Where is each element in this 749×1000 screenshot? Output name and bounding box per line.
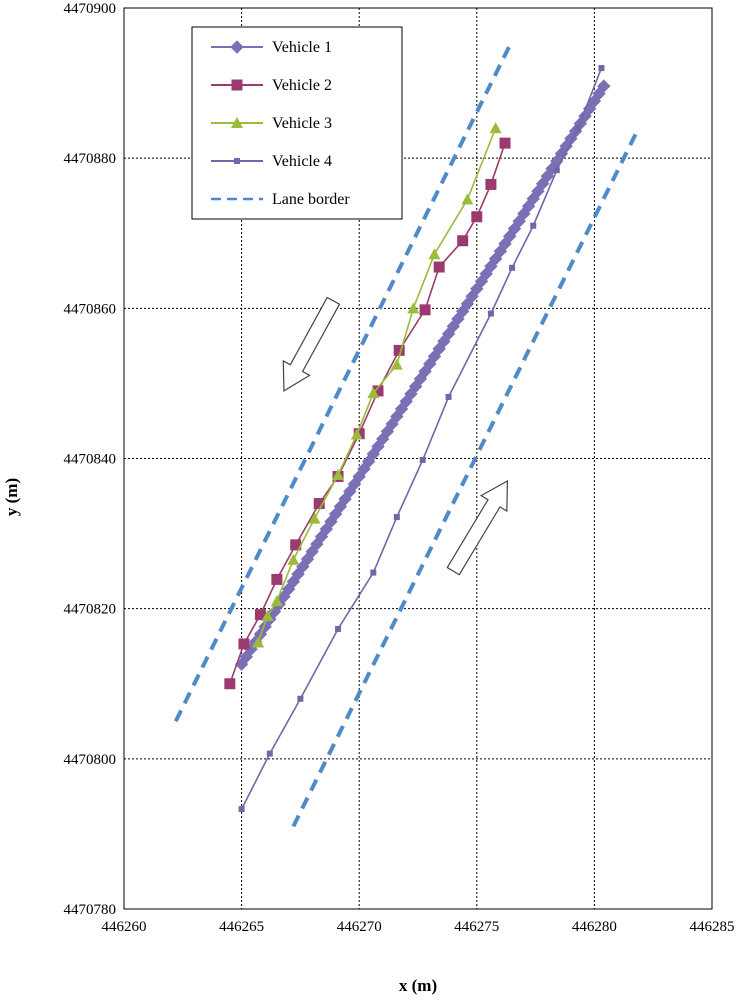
plot-area-frame [123, 7, 713, 910]
x-axis-label: x (m) [399, 976, 437, 995]
vehicle-1-point [597, 79, 611, 93]
vehicle-2-point [290, 539, 302, 551]
vehicle-2-series [224, 137, 511, 690]
vehicle-4-point [297, 695, 304, 702]
vehicle-2-point [499, 137, 511, 149]
vehicle-2-point [372, 385, 384, 397]
y-axis-label: y (m) [2, 478, 21, 516]
vehicle-3-point [367, 387, 380, 399]
vehicle-3-point [489, 122, 502, 134]
x-tick-label: 446280 [572, 919, 617, 935]
y-tick-label: 4470780 [64, 902, 117, 918]
vehicle-3-point [308, 512, 321, 524]
lane-border-line [173, 44, 512, 723]
legend-label: Vehicle 3 [272, 115, 332, 132]
y-tick-label: 4470860 [64, 301, 117, 317]
vehicle-2-point [224, 678, 236, 690]
y-tick-label: 4470840 [64, 452, 117, 468]
vehicle-2-point [254, 609, 266, 621]
vehicle-2-point [313, 498, 325, 510]
vehicle-4-point [419, 457, 426, 464]
vehicle-4-point [487, 310, 494, 317]
vehicle-4-point [530, 222, 537, 229]
y-tick-label: 4470880 [64, 151, 117, 167]
vehicle-2-point [271, 573, 283, 585]
vehicle-series [224, 65, 611, 813]
vehicle-4-point [598, 65, 605, 72]
vehicle-2-point [419, 304, 431, 316]
vehicle-3-point [350, 428, 363, 440]
direction-arrows [282, 296, 508, 576]
vehicle-4-point [574, 125, 581, 132]
vehicle-3-point [252, 636, 265, 648]
legend: Vehicle 1 Vehicle 2 Vehicle 3 Vehicle 4 Lane… [191, 26, 403, 220]
vehicle-3-point [390, 358, 403, 370]
vehicle-3-point [428, 248, 441, 260]
vehicle-4-series [238, 65, 605, 813]
legend-label: Lane border [272, 191, 350, 208]
vehicle-2-point [393, 344, 405, 356]
x-tick-label: 446265 [219, 919, 264, 935]
vehicle-3-point [461, 193, 474, 205]
vehicle-4-line [240, 67, 603, 810]
lane-border-line [291, 131, 639, 828]
vehicle-2-point [485, 178, 497, 190]
vehicle-2-point [433, 261, 445, 273]
vehicle-4-point [393, 514, 400, 521]
direction-arrow [282, 296, 341, 392]
legend-label: Vehicle 4 [272, 153, 332, 170]
vehicle-3-point [270, 595, 283, 607]
vehicle-2-point [457, 235, 469, 247]
y-tick-label: 4470820 [64, 602, 117, 618]
vehicle-4-point [238, 806, 245, 813]
x-tick-label: 446270 [337, 919, 382, 935]
vehicle-4-point [553, 167, 560, 174]
direction-arrow [446, 479, 508, 576]
vehicle-4-point [445, 393, 452, 400]
vehicle-2-point [231, 79, 243, 91]
vehicle-3-point [332, 469, 345, 481]
legend-label: Vehicle 2 [272, 77, 332, 94]
vehicle-3-point [287, 553, 300, 565]
vehicle-4-point [370, 569, 377, 576]
vehicle-4-point [266, 750, 273, 757]
vehicle-3-series [252, 122, 502, 648]
lane-border-lines [173, 44, 639, 828]
vehicle-2-point [471, 211, 483, 223]
tick-labels: 446260 446265 446270 446275 446280 446285 4470… [64, 1, 735, 935]
vehicle-2-line [229, 142, 506, 685]
y-tick-label: 4470800 [64, 752, 117, 768]
vehicle-3-point [231, 117, 243, 128]
vehicle-4-point [234, 158, 240, 164]
x-tick-label: 446260 [102, 919, 147, 935]
x-tick-label: 446285 [690, 919, 735, 935]
vehicle-3-point [407, 302, 420, 314]
y-tick-label: 4470900 [64, 1, 117, 17]
vehicle-1-series [234, 79, 611, 671]
vehicle-4-point [335, 625, 342, 632]
vehicle-4-point [509, 264, 516, 271]
x-tick-label: 446275 [454, 919, 499, 935]
vehicle-3-point [261, 610, 274, 622]
legend-label: Vehicle 1 [272, 39, 332, 56]
vehicle-1-point [230, 40, 244, 54]
vehicle-2-point [238, 638, 250, 650]
